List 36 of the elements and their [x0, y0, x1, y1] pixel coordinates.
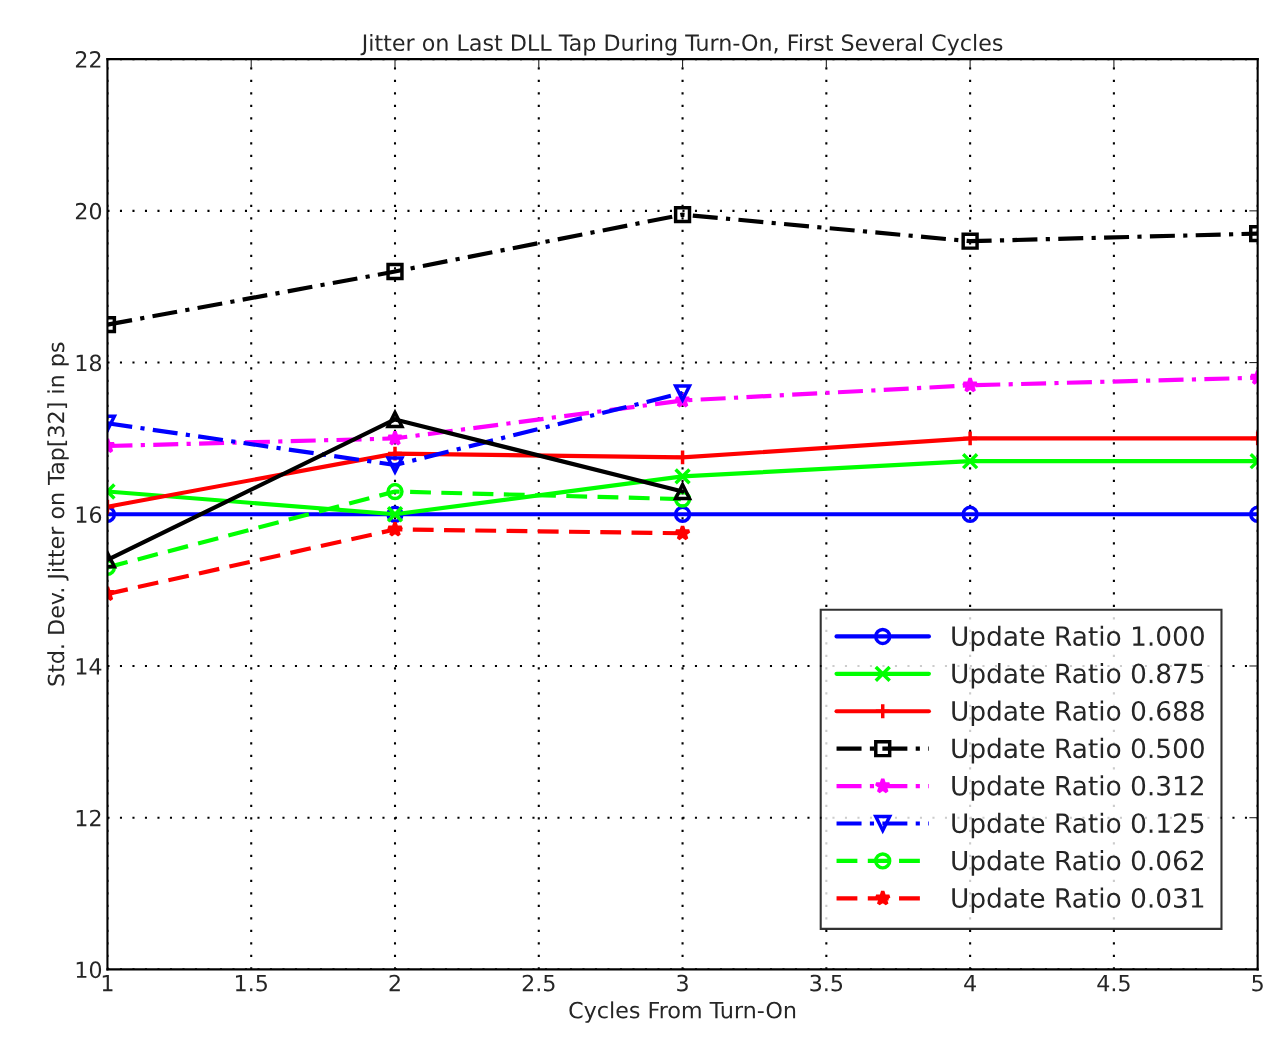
point: [673, 384, 692, 402]
legend-label: Update Ratio 0.312: [952, 775, 1203, 801]
point: [673, 205, 692, 224]
x-tick-label: 1.5: [235, 974, 267, 992]
x-tick-label: 1: [102, 974, 113, 992]
y-axis-title: Std. Dev. Jitter on Tap[32] in ps: [47, 342, 69, 686]
x-tick-label: 4.5: [1097, 974, 1130, 992]
legend-label: Update Ratio 0.500: [952, 737, 1204, 764]
x-tick-label: 5: [1252, 974, 1263, 992]
y-tick-label: 10: [76, 961, 102, 979]
y-tick-label: 18: [76, 354, 102, 372]
x-tick-label: 2.5: [522, 974, 555, 992]
legend-label: Update Ratio 0.875: [952, 663, 1204, 689]
legend-label: Update Ratio 1.000: [952, 625, 1204, 652]
y-tick-label: 12: [76, 809, 101, 827]
legend-label: Update Ratio 0.125: [952, 812, 1204, 839]
y-tick-label: 22: [75, 51, 101, 68]
y-tick-label: 16: [76, 506, 102, 524]
x-tick-label: 2: [389, 974, 400, 992]
y-tick-label: 14: [76, 658, 102, 675]
point: [673, 482, 692, 501]
point: [961, 505, 979, 523]
legend-label: Update Ratio 0.062: [952, 850, 1203, 876]
legend-label: Update Ratio 0.688: [952, 700, 1204, 726]
legend-label: Update Ratio 0.031: [952, 887, 1204, 914]
point: [961, 232, 979, 250]
chart-title: Jitter on Last DLL Tap During Turn-On, First Several Cycles: [360, 33, 1003, 56]
x-axis-title: Cycles From Turn-On: [569, 1001, 796, 1023]
x-tick-label: 3: [677, 974, 688, 992]
point: [673, 505, 692, 523]
x-tick-label: 3.5: [810, 974, 843, 992]
point: [961, 429, 979, 448]
point: [674, 524, 691, 541]
point: [961, 376, 979, 393]
x-tick-label: 4: [964, 974, 976, 992]
y-tick-label: 20: [75, 202, 102, 220]
